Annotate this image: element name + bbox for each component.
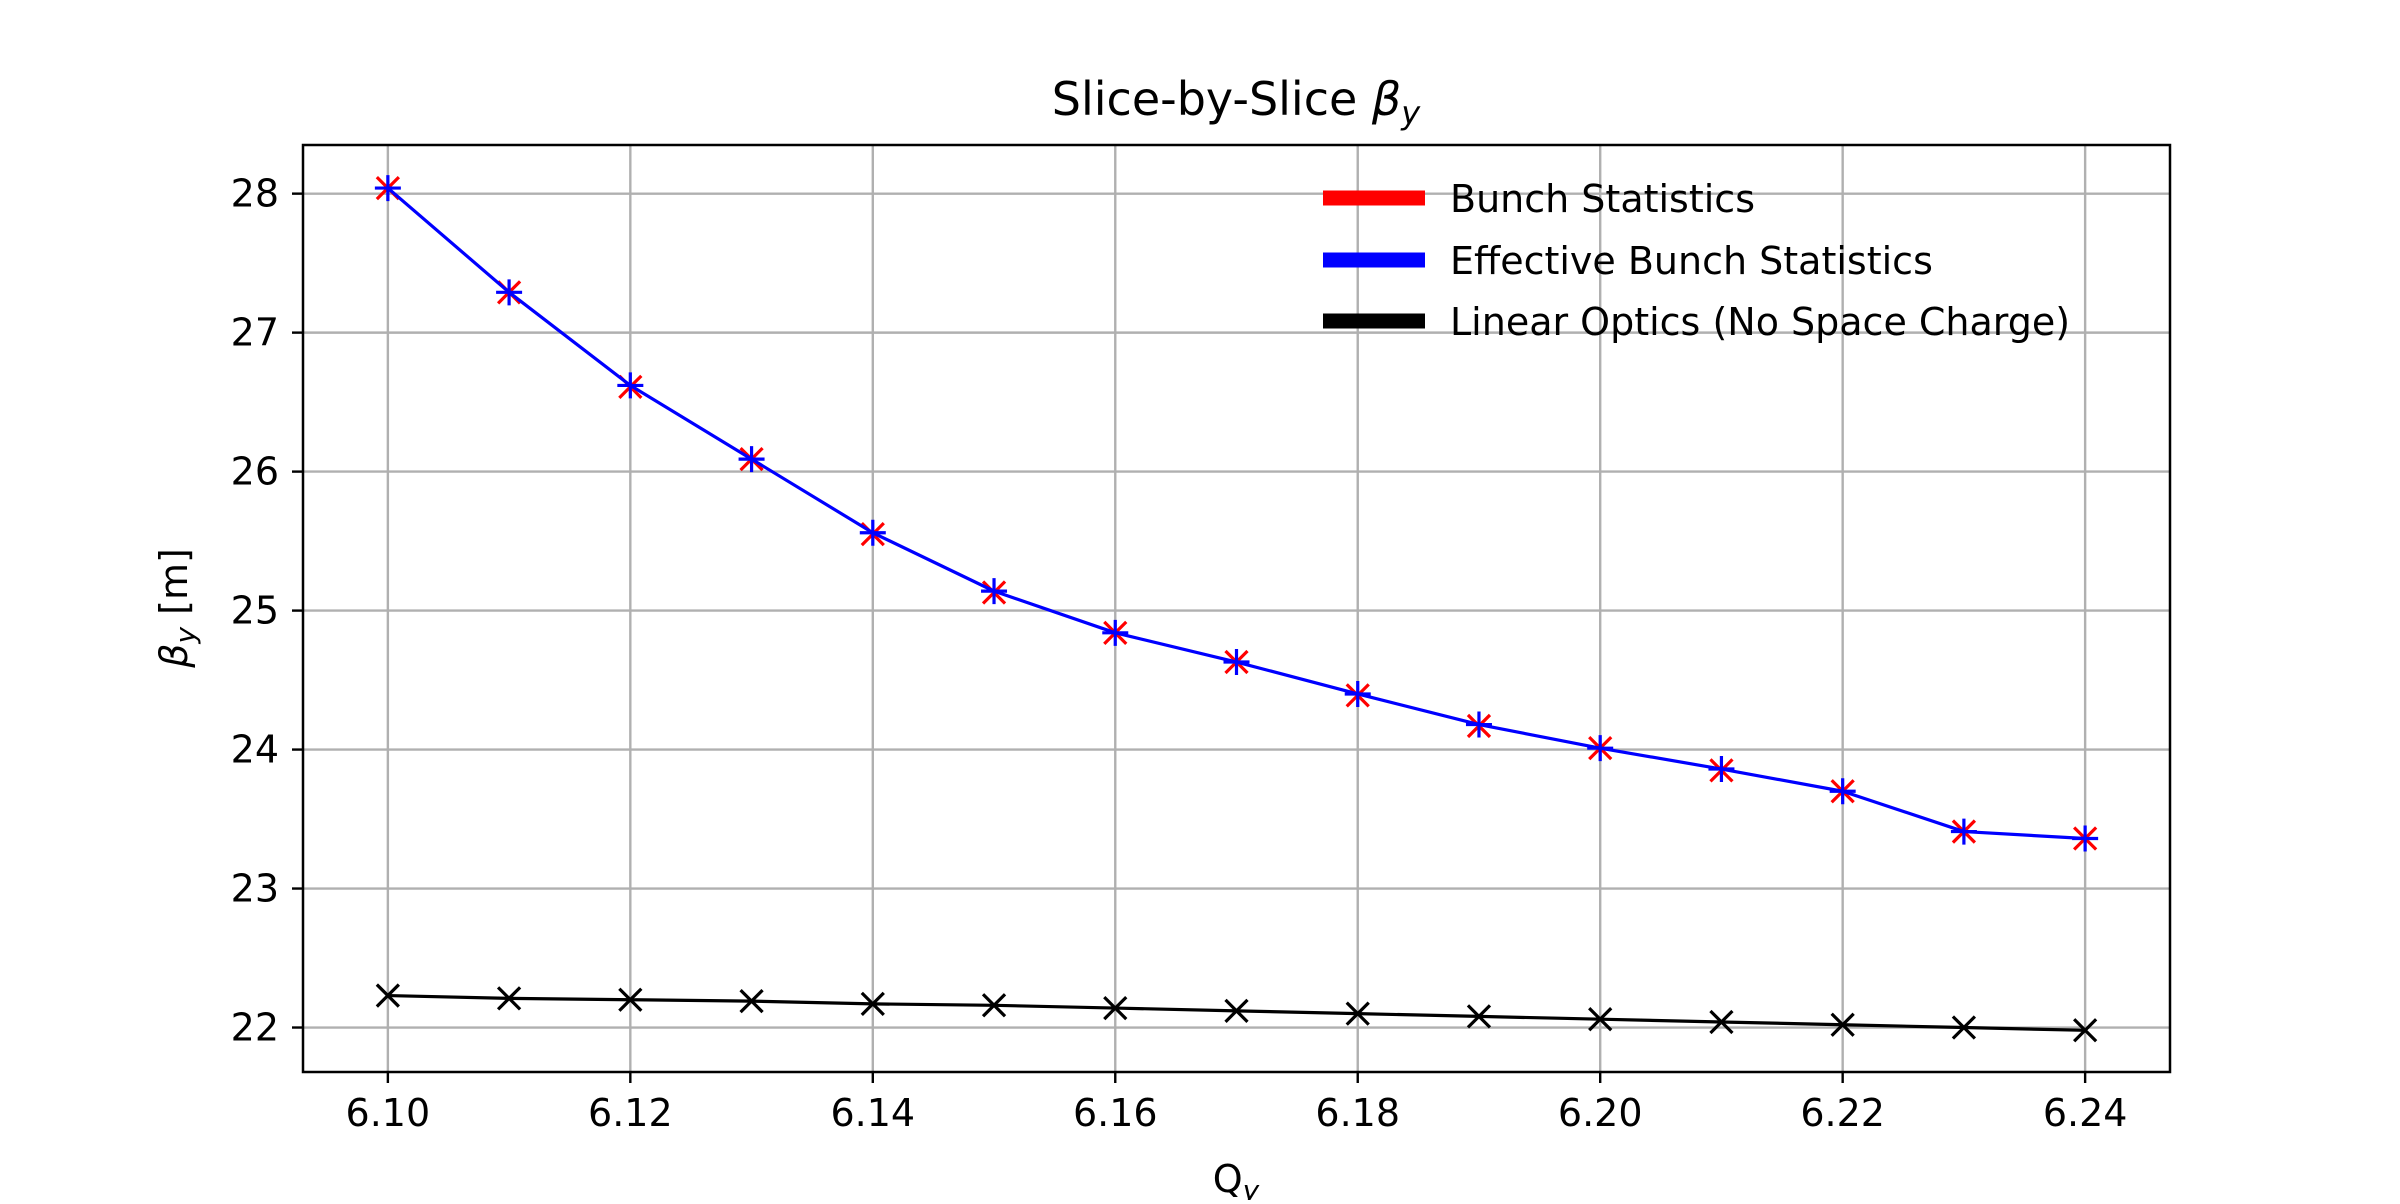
data-point	[738, 446, 765, 473]
plot-frame	[301, 143, 2172, 1074]
legend-label-linear-optics: Linear Optics (No Space Charge)	[1450, 300, 2070, 344]
y-tick-label: 27	[231, 311, 279, 355]
data-point	[1829, 778, 1856, 805]
legend: Bunch Statistics Effective Bunch Statist…	[1323, 177, 2070, 344]
legend-label-bunch-statistics: Bunch Statistics	[1450, 177, 1755, 221]
x-axis-title-subscript: y	[1242, 1174, 1260, 1200]
x-tick-label: 6.12	[588, 1091, 673, 1135]
data-point	[1102, 619, 1129, 646]
data-point	[1224, 998, 1249, 1023]
data-point	[981, 578, 1008, 605]
data-point	[1950, 818, 1977, 845]
data-point	[1588, 1007, 1613, 1032]
data-point	[1708, 756, 1735, 783]
data-point	[1587, 735, 1614, 762]
x-tick-label: 6.16	[1073, 1091, 1158, 1135]
data-point	[981, 993, 1007, 1018]
data-point	[1830, 1012, 1855, 1037]
data-point	[1223, 649, 1250, 676]
chart-title-subscript: y	[1400, 94, 1421, 132]
y-tick-label: 23	[231, 867, 279, 911]
chart-title: Slice-by-Slice βy	[1052, 72, 1422, 132]
x-tick-label: 6.20	[1558, 1091, 1643, 1135]
series-effective-bunch-statistics	[374, 175, 2099, 852]
data-point	[617, 372, 644, 399]
y-axis-title: βy [m]	[152, 548, 202, 669]
y-tick-label: 25	[231, 589, 279, 633]
data-point	[1465, 711, 1492, 738]
data-point	[2072, 825, 2099, 852]
series-group	[374, 175, 2099, 1043]
y-axis-title-unit: [m]	[152, 548, 196, 627]
series-linear-optics	[375, 983, 2098, 1043]
x-tick-label: 6.14	[830, 1091, 915, 1135]
data-point	[1466, 1004, 1492, 1029]
y-axis-title-subscript: y	[169, 627, 202, 645]
data-point	[1951, 1015, 1977, 1040]
data-point	[374, 175, 401, 202]
data-point	[2073, 1018, 2098, 1043]
x-tick-label: 6.10	[346, 1091, 431, 1135]
y-axis-title-symbol: β	[152, 644, 196, 669]
grid	[303, 145, 2170, 1072]
y-tick-label: 28	[231, 172, 279, 216]
x-axis-title-main: Q	[1213, 1157, 1243, 1200]
x-tick-label: 6.22	[1800, 1091, 1885, 1135]
data-point	[1345, 1001, 1370, 1026]
data-point	[496, 279, 523, 306]
y-tick-label: 22	[231, 1006, 279, 1050]
y-tick-label: 26	[231, 450, 279, 494]
ticks: 6.10 6.12 6.14 6.16 6.18 6.20 6.22 6.24 22 23 24 25…	[231, 172, 2128, 1135]
x-tick-label: 6.18	[1315, 1091, 1400, 1135]
data-point	[739, 988, 764, 1014]
chart-title-text: Slice-by-Slice	[1052, 72, 1372, 126]
data-point	[1344, 680, 1371, 707]
data-point	[860, 991, 885, 1017]
x-tick-label: 6.24	[2043, 1091, 2128, 1135]
chart-title-symbol: β	[1371, 72, 1401, 126]
data-point	[1709, 1009, 1734, 1035]
data-point	[375, 983, 400, 1008]
x-axis-title: Qy	[1213, 1157, 1260, 1200]
data-point	[1103, 995, 1128, 1021]
legend-label-effective-bunch-statistics: Effective Bunch Statistics	[1450, 239, 1933, 283]
data-point	[496, 986, 522, 1011]
data-point	[618, 987, 643, 1012]
data-point	[859, 519, 886, 546]
y-tick-label: 24	[231, 728, 279, 772]
